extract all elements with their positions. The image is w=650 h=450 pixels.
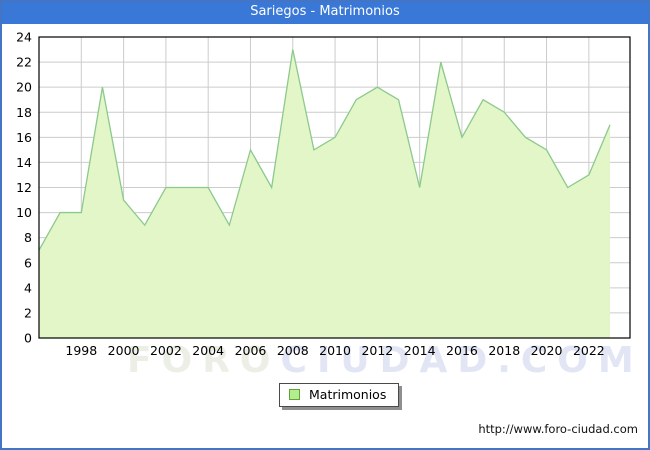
svg-text:2012: 2012 bbox=[361, 343, 393, 358]
svg-text:2002: 2002 bbox=[150, 343, 182, 358]
watermark-text-ciudad: CIUDAD.COM bbox=[280, 340, 644, 381]
svg-text:22: 22 bbox=[16, 55, 32, 70]
legend-box: Matrimonios bbox=[279, 383, 400, 407]
legend-swatch-icon bbox=[289, 389, 300, 400]
svg-text:2008: 2008 bbox=[277, 343, 309, 358]
svg-text:12: 12 bbox=[16, 180, 32, 195]
svg-text:2010: 2010 bbox=[319, 343, 351, 358]
svg-text:2014: 2014 bbox=[404, 343, 436, 358]
svg-text:2006: 2006 bbox=[235, 343, 267, 358]
svg-text:2016: 2016 bbox=[446, 343, 478, 358]
watermark: FORO CIUDAD.COM bbox=[127, 340, 634, 381]
svg-text:2000: 2000 bbox=[108, 343, 140, 358]
svg-text:6: 6 bbox=[24, 255, 32, 270]
legend-label: Matrimonios bbox=[309, 387, 387, 402]
svg-text:2022: 2022 bbox=[573, 343, 605, 358]
footer-url-text: http://www.foro-ciudad.com bbox=[478, 422, 638, 436]
svg-text:2018: 2018 bbox=[488, 343, 520, 358]
svg-text:0: 0 bbox=[24, 331, 32, 346]
svg-text:2020: 2020 bbox=[531, 343, 563, 358]
svg-text:16: 16 bbox=[16, 130, 32, 145]
svg-text:24: 24 bbox=[16, 30, 32, 45]
svg-text:18: 18 bbox=[16, 105, 32, 120]
svg-text:2: 2 bbox=[24, 305, 32, 320]
svg-text:14: 14 bbox=[16, 155, 32, 170]
svg-text:4: 4 bbox=[24, 280, 32, 295]
svg-text:2004: 2004 bbox=[192, 343, 224, 358]
svg-text:8: 8 bbox=[24, 230, 32, 245]
svg-text:20: 20 bbox=[16, 80, 32, 95]
svg-text:1998: 1998 bbox=[65, 343, 97, 358]
chart-title-bar: Sariegos - Matrimonios bbox=[2, 2, 648, 24]
watermark-text-foro: FORO bbox=[127, 340, 281, 381]
svg-text:10: 10 bbox=[16, 205, 32, 220]
